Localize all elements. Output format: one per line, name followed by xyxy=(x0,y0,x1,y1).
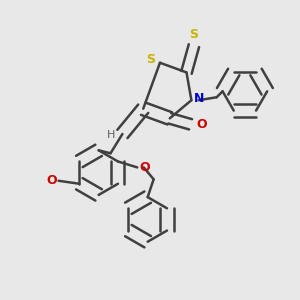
Text: O: O xyxy=(46,174,57,187)
Text: O: O xyxy=(140,161,150,174)
Text: S: S xyxy=(189,28,198,41)
Text: H: H xyxy=(106,130,115,140)
Text: S: S xyxy=(146,53,155,66)
Text: N: N xyxy=(194,92,205,105)
Text: O: O xyxy=(196,118,206,131)
